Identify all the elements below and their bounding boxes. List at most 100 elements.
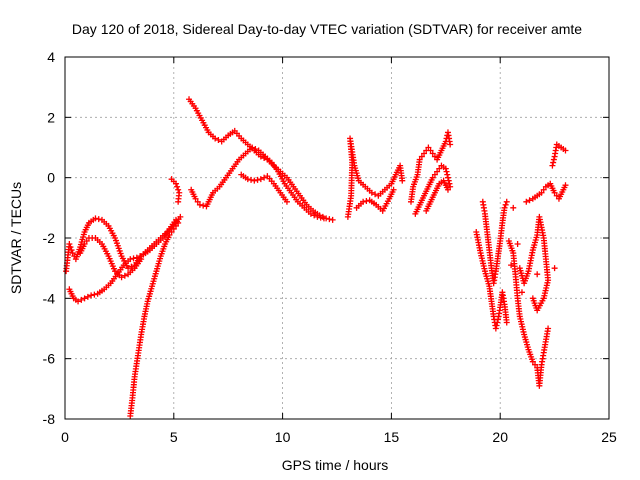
data-point: [192, 195, 199, 202]
data-point: [194, 198, 201, 205]
data-point: [550, 156, 557, 163]
data-point: [84, 293, 91, 300]
data-point: [363, 198, 370, 205]
data-point: [445, 177, 452, 184]
data-point: [514, 241, 521, 248]
data-point: [311, 212, 318, 219]
data-point: [125, 265, 132, 272]
y-tick-label: 0: [47, 170, 55, 186]
data-point: [172, 216, 179, 223]
data-point: [66, 241, 73, 248]
y-tick-label: -4: [43, 290, 56, 306]
y-tick-label: 4: [47, 49, 55, 65]
data-point: [95, 216, 102, 223]
data-points: [63, 96, 569, 419]
data-point: [549, 162, 556, 169]
data-point: [175, 198, 182, 205]
data-point: [442, 165, 449, 172]
data-point: [562, 182, 569, 189]
data-point: [130, 255, 137, 262]
data-point: [360, 198, 367, 205]
data-point: [538, 189, 545, 196]
x-axis-label: GPS time / hours: [282, 457, 389, 473]
data-point: [83, 238, 90, 245]
data-point: [170, 225, 177, 232]
data-point: [551, 265, 558, 272]
data-point: [518, 289, 525, 296]
data-point: [431, 153, 438, 160]
x-tick-label: 0: [61, 429, 69, 445]
data-point: [133, 254, 140, 261]
x-tick-label: 15: [384, 429, 400, 445]
chart-title: Day 120 of 2018, Sidereal Day-to-day VTE…: [72, 21, 582, 37]
data-point: [67, 244, 74, 251]
data-point: [562, 147, 569, 154]
data-point: [494, 319, 501, 326]
data-point: [251, 177, 258, 184]
data-point: [429, 150, 436, 157]
data-point: [503, 198, 510, 205]
data-point: [446, 180, 453, 187]
data-point: [283, 198, 290, 205]
data-point: [75, 298, 82, 305]
data-point: [551, 189, 558, 196]
data-point: [501, 204, 508, 211]
data-point: [429, 174, 436, 181]
data-point: [200, 202, 207, 209]
data-point: [215, 136, 222, 143]
data-point: [508, 262, 515, 269]
x-tick-label: 25: [601, 429, 617, 445]
data-point: [81, 295, 88, 302]
data-point: [81, 241, 88, 248]
data-point: [68, 247, 75, 254]
x-tick-label: 10: [275, 429, 291, 445]
data-point: [421, 150, 428, 157]
data-point: [177, 213, 184, 220]
data-point: [425, 144, 432, 151]
data-point: [418, 153, 425, 160]
data-point: [526, 197, 533, 204]
data-point: [503, 319, 510, 326]
data-point: [128, 263, 135, 270]
data-point: [372, 191, 379, 198]
data-point: [168, 228, 175, 235]
data-point: [317, 214, 324, 221]
data-point: [118, 274, 125, 281]
data-point: [137, 253, 144, 260]
data-point: [252, 146, 259, 153]
data-point: [545, 325, 552, 332]
data-point: [172, 180, 179, 187]
data-point: [550, 159, 557, 166]
data-point: [502, 201, 509, 208]
data-point: [174, 183, 181, 190]
data-point: [307, 210, 314, 217]
data-point: [172, 222, 179, 229]
data-point: [444, 186, 451, 193]
data-point: [431, 171, 438, 178]
data-point: [492, 325, 499, 332]
data-point: [510, 204, 517, 211]
data-point: [138, 256, 145, 263]
data-point: [88, 292, 95, 299]
data-point: [326, 216, 333, 223]
axis-ticks: 0 5 10 15 20 25 -8 -6 -4 -2 0 2 4: [43, 49, 617, 445]
data-point: [69, 250, 76, 257]
grid: [65, 57, 609, 419]
data-point: [212, 135, 219, 142]
data-point: [447, 141, 454, 148]
data-point: [447, 183, 454, 190]
data-point: [175, 186, 182, 193]
x-tick-label: 20: [492, 429, 508, 445]
data-point: [444, 174, 451, 181]
data-point: [368, 189, 375, 196]
y-tick-label: -8: [43, 411, 56, 427]
data-point: [92, 215, 99, 222]
y-axis-label: SDTVAR / TECUs: [8, 182, 24, 294]
data-point: [166, 231, 173, 238]
data-point: [249, 144, 256, 151]
y-tick-label: 2: [47, 109, 55, 125]
y-tick-label: -6: [43, 351, 56, 367]
data-point: [261, 174, 268, 181]
data-point: [91, 291, 98, 298]
